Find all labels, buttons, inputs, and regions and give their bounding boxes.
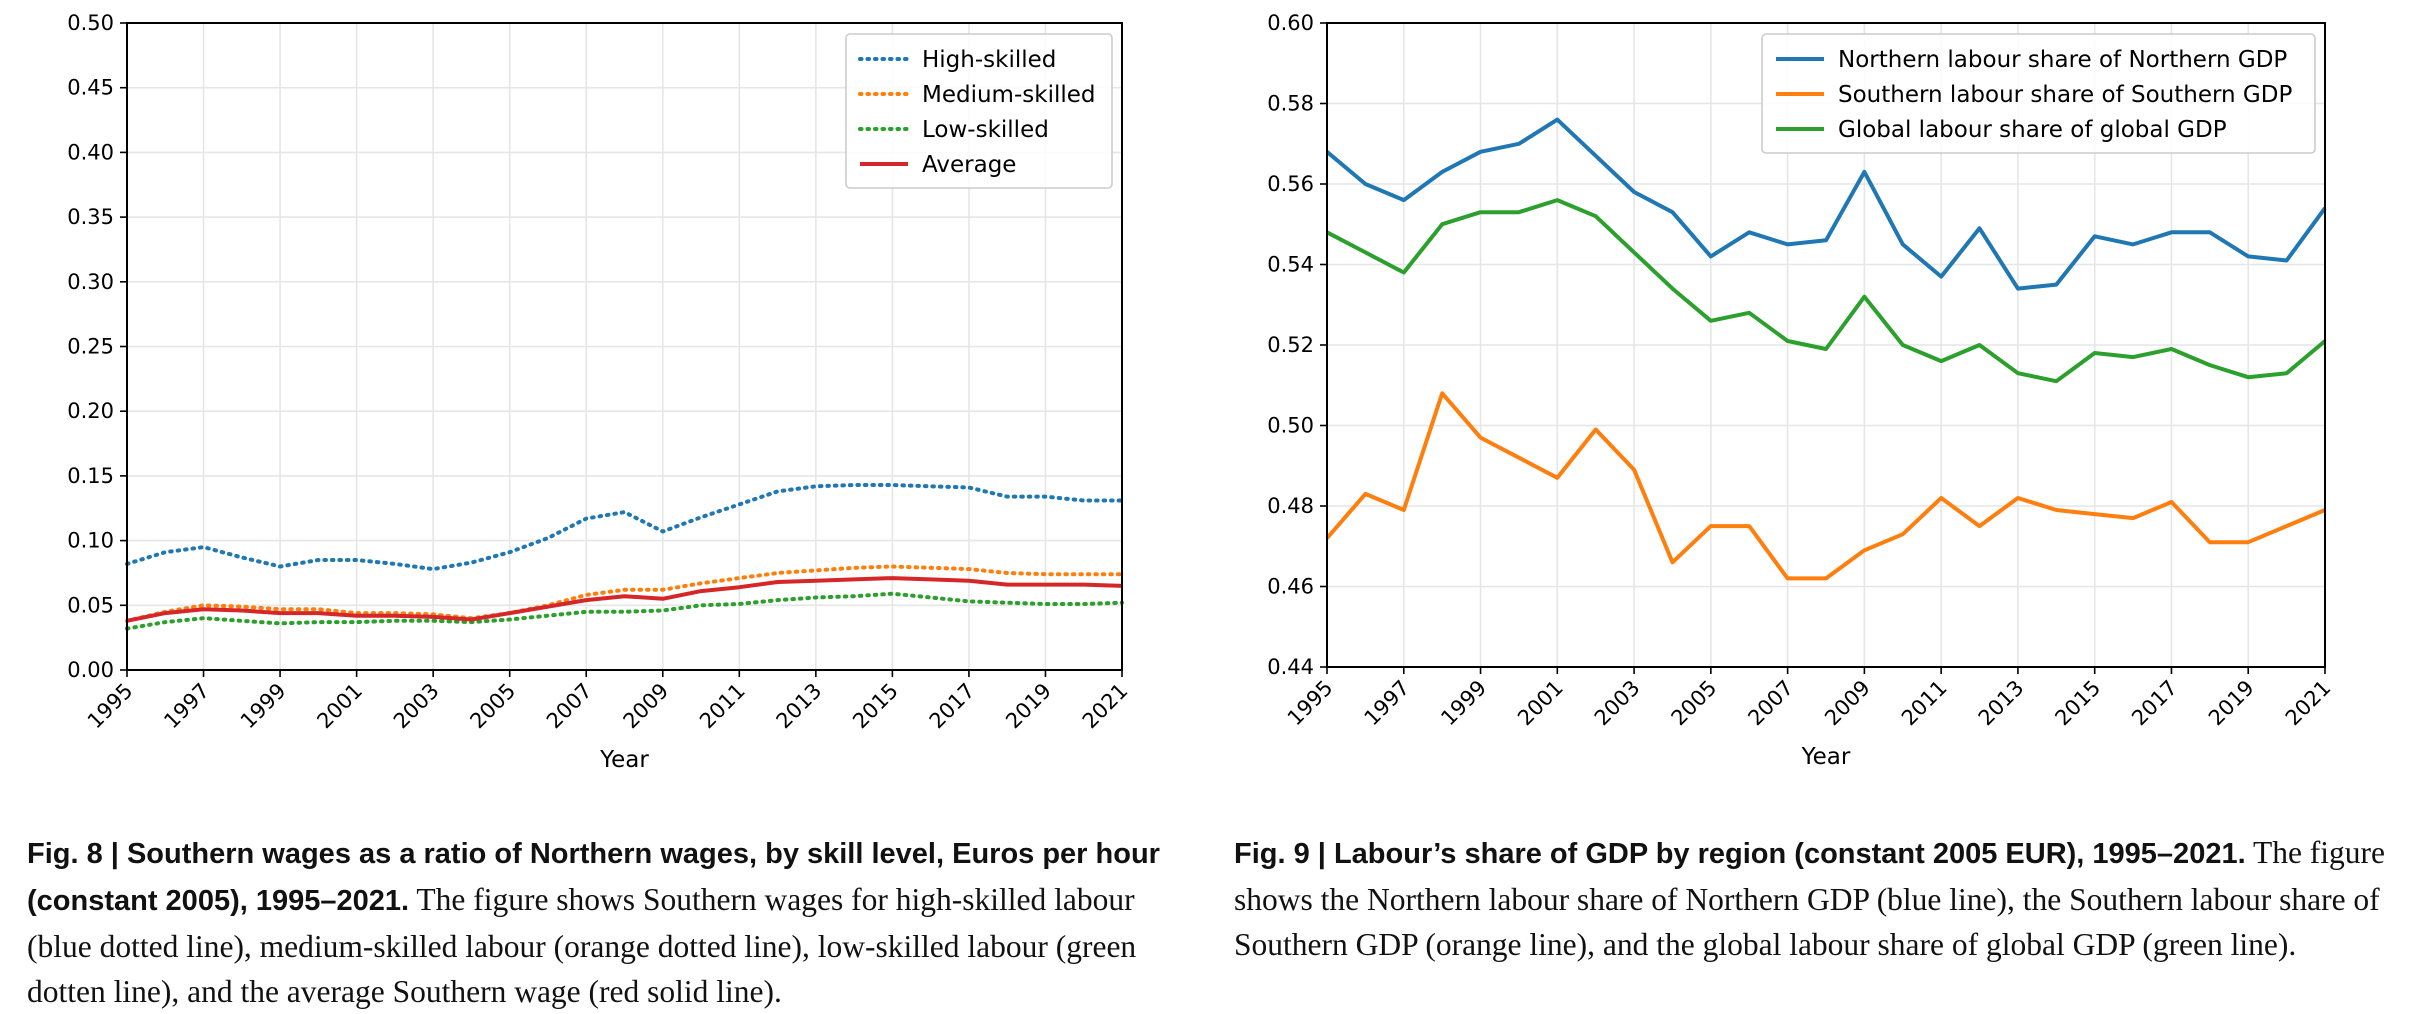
series-group — [1325, 117, 2327, 581]
y-tick-label: 0.46 — [1267, 575, 1314, 599]
figure-9-caption-text: The figure shows the Northern labour sha… — [1234, 834, 2386, 962]
y-tick-label: 0.10 — [67, 529, 114, 553]
x-tick-label: 2005 — [465, 679, 520, 734]
legend-label: Global labour share of global GDP — [1838, 117, 2227, 143]
x-tick-label: 1995 — [1283, 676, 1338, 731]
y-tick-label: 0.40 — [67, 140, 114, 164]
x-tick-label: 2019 — [1001, 679, 1056, 734]
y-axis: 0.44 0.46 0.48 0.50 0.52 0.54 0.56 0.58 0.60 — [1267, 11, 1327, 679]
x-tick-label: 1997 — [159, 679, 214, 734]
series-line-low-skilled — [125, 591, 1124, 631]
y-tick-label: 0.05 — [67, 593, 114, 617]
x-tick-label: 2021 — [1078, 679, 1133, 734]
figure-8-caption-title: Fig. 8 | Southern wages as a ratio of No… — [27, 837, 1160, 917]
x-tick-label: 2021 — [2281, 676, 2336, 731]
y-tick-label: 0.35 — [67, 205, 114, 229]
x-tick-label: 1999 — [1436, 676, 1491, 731]
x-tick-label: 2007 — [542, 679, 597, 734]
x-tick-label: 2003 — [389, 679, 444, 734]
legend: High-skilled Medium-skilled Low-skilled Ave… — [845, 33, 1113, 189]
y-tick-label: 0.50 — [1267, 414, 1314, 438]
legend-box — [845, 33, 1113, 189]
x-tick-label: 1995 — [83, 679, 138, 734]
legend-label: Northern labour share of Northern GDP — [1838, 47, 2287, 73]
x-tick-label: 2017 — [925, 679, 980, 734]
y-tick-label: 0.30 — [67, 270, 114, 294]
x-tick-label: 2009 — [619, 679, 674, 734]
x-tick-label: 2001 — [1513, 676, 1568, 731]
y-tick-label: 0.20 — [67, 399, 114, 423]
x-tick-label: 2001 — [312, 679, 367, 734]
x-tick-label: 2015 — [2050, 676, 2105, 731]
y-tick-label: 0.15 — [67, 464, 114, 488]
x-axis: 1995 1997 1999 2001 2003 2005 2007 2009 2011 2013… — [83, 670, 1133, 733]
y-axis: 0.00 0.05 0.10 0.15 0.20 0.25 0.30 0.35 0.40 0.45… — [67, 11, 127, 682]
y-tick-label: 0.44 — [1267, 655, 1314, 679]
legend-box — [1761, 33, 2316, 154]
x-tick-label: 2009 — [1820, 676, 1875, 731]
legend-label: Southern labour share of Southern GDP — [1838, 82, 2292, 108]
y-tick-label: 0.48 — [1267, 494, 1314, 518]
x-tick-label: 2017 — [2127, 676, 2182, 731]
y-tick-label: 0.60 — [1267, 11, 1314, 35]
figure-9-caption: Fig. 9 | Labour’s share of GDP by region… — [1234, 830, 2406, 967]
y-tick-label: 0.52 — [1267, 333, 1314, 357]
x-axis: 1995 1997 1999 2001 2003 2005 2007 2009 2011 2013… — [1283, 667, 2336, 730]
legend-label: Medium-skilled — [922, 82, 1096, 108]
legend-label: Average — [922, 152, 1016, 178]
x-tick-label: 2013 — [1974, 676, 2029, 731]
series-line-southern-labour-share-of-southern-gdp — [1325, 391, 2326, 581]
x-tick-label: 2019 — [2204, 676, 2259, 731]
series-line-medium-skilled — [125, 564, 1124, 623]
legend: Northern labour share of Northern GDP Sou… — [1761, 33, 2316, 154]
x-tick-label: 2007 — [1743, 676, 1798, 731]
figure-9-chart: 0.44 0.46 0.48 0.50 0.52 0.54 0.56 0.58 0.60 1995… — [1267, 11, 2336, 770]
series-line-average — [126, 576, 1123, 623]
y-tick-label: 0.58 — [1267, 92, 1314, 116]
figure-9-caption-title: Fig. 9 | Labour’s share of GDP by region… — [1234, 837, 2246, 870]
series-line-northern-labour-share-of-northern-gdp — [1325, 117, 2327, 291]
x-tick-label: 2003 — [1590, 676, 1645, 731]
series-line-high-skilled — [125, 483, 1124, 572]
series-line-global-labour-share-of-global-gdp — [1326, 198, 2327, 384]
y-tick-label: 0.50 — [67, 11, 114, 35]
figure-8-caption: Fig. 8 | Southern wages as a ratio of No… — [27, 830, 1202, 1014]
y-tick-label: 0.54 — [1267, 253, 1314, 277]
y-tick-label: 0.25 — [67, 335, 114, 359]
x-axis-label: Year — [1801, 744, 1851, 770]
x-tick-label: 1997 — [1360, 676, 1415, 731]
legend-label: Low-skilled — [922, 117, 1049, 143]
y-tick-label: 0.45 — [67, 76, 114, 100]
x-tick-label: 2013 — [772, 679, 827, 734]
legend-label: High-skilled — [922, 47, 1056, 73]
y-tick-label: 0.56 — [1267, 172, 1314, 196]
x-tick-label: 2015 — [848, 679, 903, 734]
figure-8-chart: 0.00 0.05 0.10 0.15 0.20 0.25 0.30 0.35 0.40 0.45… — [67, 11, 1133, 773]
series-group — [125, 483, 1124, 631]
x-axis-label: Year — [599, 747, 649, 773]
x-tick-label: 1999 — [236, 679, 291, 734]
y-tick-label: 0.00 — [67, 658, 114, 682]
x-tick-label: 2011 — [1897, 676, 1952, 731]
x-tick-label: 2011 — [695, 679, 750, 734]
x-tick-label: 2005 — [1667, 676, 1722, 731]
